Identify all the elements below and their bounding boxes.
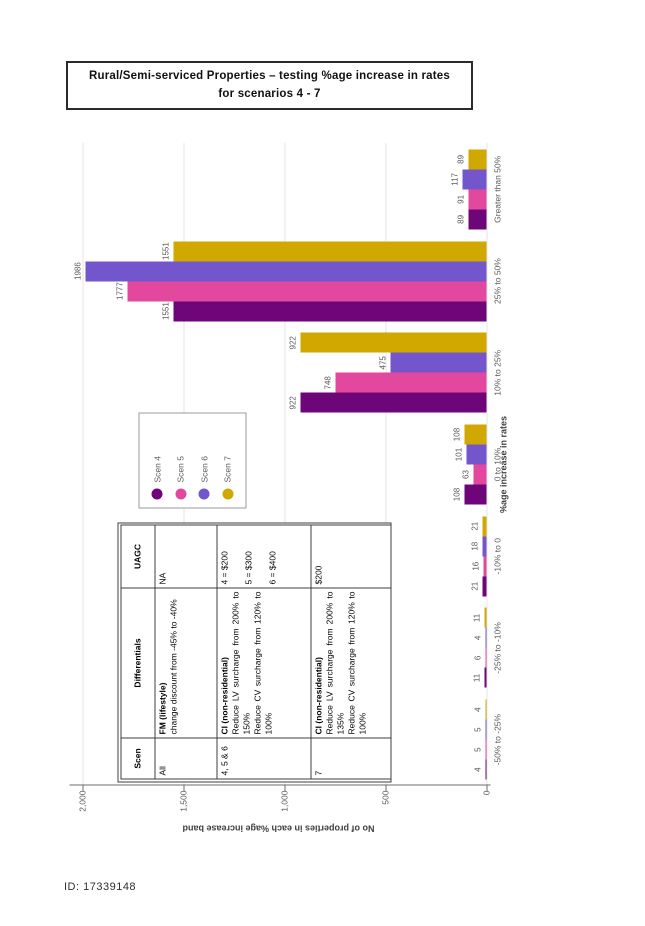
table-header-row: Scen Differentials UAGC	[121, 525, 155, 779]
bar-value-label: 922	[288, 396, 298, 410]
scenario-table-grid: Scen Differentials UAGC All FM (lifestyle) ch…	[120, 524, 392, 780]
bar-scen-5-cat5	[127, 281, 487, 302]
bar-scen-6-cat1	[485, 627, 487, 648]
uagc-value: 6 = $400	[267, 551, 278, 585]
value-axis-line	[69, 784, 491, 786]
value-tick-label: 1,500	[178, 790, 189, 812]
legend-label: Scen 5	[175, 456, 186, 483]
category-label: -50% to -25%	[492, 713, 503, 766]
bar-scen-4-cat6	[468, 209, 487, 230]
uagc-cell: 4 = $200 5 = $300 6 = $400	[217, 525, 311, 588]
differentials-cell: CI (non-residential) Reduce LV surcharge …	[311, 588, 391, 738]
category-label: 25% to 50%	[492, 258, 503, 304]
document-id: ID: 17339148	[64, 881, 137, 893]
legend-swatch-icon	[222, 488, 234, 500]
table-header-cell: UAGC	[121, 525, 155, 588]
uagc-value: 5 = $300	[243, 551, 254, 585]
bar-scen-6-cat0	[485, 719, 487, 740]
legend-item: Scen 6	[198, 422, 210, 500]
legend-item: Scen 4	[151, 422, 163, 500]
table-row: 7 CI (non-residential) Reduce LV surcharge…	[311, 525, 391, 779]
bar-scen-6-cat2	[482, 536, 487, 557]
uagc-value: NA	[157, 572, 168, 585]
bar-value-label: 1551	[161, 242, 171, 260]
category-label: -10% to 0	[492, 538, 503, 575]
value-tick-label: 2,000	[77, 790, 88, 812]
uagc-value: 4 = $200	[219, 551, 230, 585]
value-gridline	[486, 143, 488, 786]
value-axis-title: No of properties in each %age increase b…	[182, 823, 375, 834]
bar-scen-5-cat1	[485, 647, 487, 668]
value-tick-label: 500	[380, 790, 391, 805]
uagc-cell: NA	[155, 525, 217, 588]
bar-scen-4-cat5	[173, 301, 487, 322]
bar-value-label: 89	[456, 154, 466, 164]
scen-cell: 4, 5 & 6	[217, 738, 311, 779]
uagc-cell: $200	[311, 525, 391, 588]
table-row: All FM (lifestyle) change discount from -4…	[155, 525, 217, 779]
scenario-table: Scen Differentials UAGC All FM (lifestyle) ch…	[117, 522, 392, 783]
differentials-line: Reduce LV surcharge from 200% to 135%	[324, 591, 346, 735]
bar-scen-7-cat4	[300, 332, 487, 353]
bar-scen-7-cat3	[464, 424, 487, 445]
bar-value-label: 1986	[73, 262, 83, 280]
differentials-line: Reduce CV surcharge from 120% to 100%	[252, 591, 274, 735]
differentials-line: Reduce CV surcharge from 120% to 100%	[346, 591, 368, 735]
bar-scen-7-cat2	[482, 516, 487, 537]
bar-scen-4-cat2	[482, 576, 487, 597]
category-label: 10% to 25%	[492, 349, 503, 396]
bar-scen-5-cat6	[468, 189, 487, 210]
table-header-cell: Differentials	[121, 588, 155, 738]
legend-label: Scen 7	[222, 456, 233, 483]
bar-value-label: 922	[288, 336, 298, 350]
bar-scen-7-cat5	[173, 241, 487, 262]
legend-item: Scen 7	[222, 422, 234, 500]
scen-cell: All	[155, 738, 217, 779]
value-gridline	[82, 143, 84, 786]
table-header-cell: Scen	[121, 738, 155, 779]
legend-swatch-icon	[175, 488, 187, 500]
bar-scen-5-cat0	[485, 739, 487, 760]
differentials-cell: FM (lifestyle) change discount from -45% …	[155, 588, 217, 738]
bar-scen-7-cat6	[468, 149, 487, 170]
bar-scen-6-cat3	[466, 444, 487, 465]
bar-scen-4-cat1	[484, 667, 487, 688]
category-label: 0 to 10%	[492, 447, 503, 482]
bar-value-label: 21	[470, 521, 480, 531]
differentials-bold-line: CI (non-residential)	[219, 657, 230, 735]
differentials-cell: CI (non-residential) Reduce LV surcharge …	[217, 588, 311, 738]
bar-scen-5-cat3	[473, 464, 487, 485]
bar-scen-7-cat1	[484, 607, 487, 628]
table-row: 4, 5 & 6 CI (non-residential) Reduce LV su…	[217, 525, 311, 779]
rotated-chart-container: No of properties in each %age increase b…	[59, 138, 515, 841]
bar-chart: No of properties in each %age increase b…	[59, 138, 515, 841]
legend-label: Scen 4	[152, 456, 163, 483]
chart-legend: Scen 4 Scen 5 Scen 6 Scen 7	[138, 412, 247, 509]
bar-scen-7-cat0	[485, 699, 487, 720]
uagc-value: $200	[313, 565, 324, 585]
legend-swatch-icon	[151, 488, 163, 500]
bar-scen-5-cat2	[483, 556, 487, 577]
bar-value-label: 748	[323, 376, 333, 390]
differentials-bold-line: CI (non-residential)	[313, 657, 324, 735]
differentials-line: Reduce LV surcharge from 200% to 150%	[230, 591, 252, 735]
legend-swatch-icon	[198, 488, 210, 500]
chart-title-box: Rural/Semi-serviced Properties – testing…	[66, 61, 473, 110]
legend-item: Scen 5	[175, 422, 187, 500]
value-tick-label: 1,000	[279, 790, 290, 812]
bar-value-label: 108	[452, 427, 462, 442]
category-label: -25% to -10%	[492, 622, 503, 674]
differentials-line: change discount from -45% to -40%	[168, 599, 179, 735]
category-label: Greater than 50%	[492, 155, 503, 223]
bar-scen-6-cat5	[85, 261, 487, 282]
bar-scen-6-cat4	[390, 352, 487, 373]
legend-label: Scen 6	[199, 456, 210, 483]
differentials-bold-line: FM (lifestyle)	[157, 682, 168, 735]
scen-cell: 7	[311, 738, 391, 779]
bar-scen-5-cat4	[335, 372, 487, 393]
chart-title: Rural/Semi-serviced Properties – testing…	[89, 70, 450, 101]
bar-scen-4-cat0	[485, 759, 487, 780]
